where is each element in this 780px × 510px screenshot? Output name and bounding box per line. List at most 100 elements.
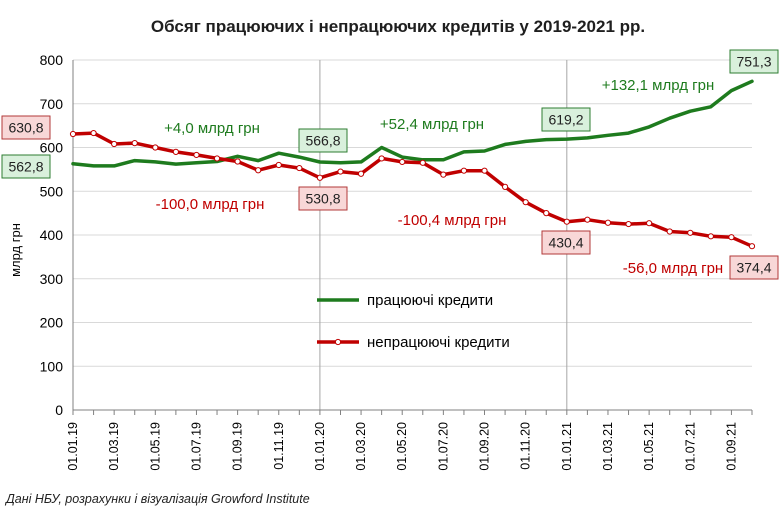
data-point — [193, 151, 200, 159]
data-point — [646, 220, 653, 227]
data-point — [728, 234, 735, 241]
y-tick-label: 0 — [55, 402, 63, 418]
data-point — [255, 167, 262, 174]
change-annotation: +4,0 млрд грн — [164, 120, 260, 137]
value-label-frame — [298, 186, 348, 211]
value-label-box: 430,4 — [541, 230, 591, 255]
data-point — [131, 140, 138, 147]
x-tick-label: 01.11.20 — [519, 422, 533, 470]
nonperforming-loans-line — [71, 131, 754, 248]
y-tick-label: 500 — [40, 183, 64, 199]
data-point — [234, 158, 241, 165]
value-label-box: 374,4 — [729, 255, 779, 280]
legend-label: непрацюючі кредити — [367, 334, 510, 351]
y-tick-labels: 0 100 200 300 400 500 600 700 800 — [40, 52, 64, 418]
value-label-frame — [541, 107, 591, 132]
value-label-frame — [1, 154, 51, 179]
y-tick-label: 100 — [40, 358, 64, 374]
x-tick-label: 01.03.19 — [107, 422, 121, 471]
x-tick-label: 01.07.20 — [436, 422, 450, 471]
data-point — [337, 168, 344, 175]
data-point — [90, 129, 97, 137]
x-tick-label: 01.09.19 — [231, 422, 245, 471]
value-label-box: 566,8 — [298, 128, 348, 153]
data-point — [399, 158, 406, 166]
data-point — [501, 183, 509, 190]
value-label: 566,8 — [305, 133, 340, 149]
source-note: Дані НБУ, розрахунки і візуалізація Grow… — [4, 492, 310, 506]
performing-loans-line — [71, 79, 754, 168]
x-tick-label: 01.03.20 — [354, 422, 368, 471]
value-label-frame — [729, 49, 779, 74]
value-label: 530,8 — [305, 191, 340, 207]
data-point — [460, 167, 468, 174]
change-annotation: -56,0 млрд грн — [623, 260, 723, 277]
axes — [72, 60, 753, 415]
value-label-frame — [541, 230, 591, 255]
value-label-frame — [298, 128, 348, 153]
data-point — [604, 219, 612, 226]
value-label: 630,8 — [8, 120, 43, 136]
grid-lines — [73, 59, 752, 411]
x-tick-label: 01.11.19 — [272, 422, 286, 470]
y-tick-label: 700 — [40, 96, 64, 112]
y-tick-label: 300 — [40, 271, 64, 287]
data-point — [666, 228, 673, 235]
value-label-box: 562,8 — [1, 154, 51, 179]
value-label: 619,2 — [548, 112, 583, 128]
value-label-frame — [1, 115, 51, 140]
x-tick-label: 01.01.21 — [560, 422, 574, 471]
data-point — [687, 229, 694, 236]
x-tick-label: 01.09.21 — [724, 422, 738, 471]
value-label: 430,4 — [548, 235, 583, 251]
legend-label: працюючі кредити — [367, 292, 493, 309]
data-point — [584, 216, 591, 223]
change-annotation: -100,4 млрд грн — [398, 212, 507, 229]
data-point — [440, 171, 447, 178]
x-tick-label: 01.07.19 — [189, 422, 203, 471]
value-label: 374,4 — [736, 260, 771, 276]
data-point — [625, 220, 632, 228]
data-point — [213, 155, 221, 162]
value-label-box: 619,2 — [541, 107, 591, 132]
data-point — [748, 243, 756, 250]
x-tick-label: 01.07.21 — [683, 422, 697, 471]
data-point — [69, 130, 77, 138]
data-point — [172, 148, 179, 155]
x-tick-label: 01.01.20 — [313, 422, 327, 471]
data-point — [296, 164, 303, 172]
data-point — [275, 161, 282, 169]
x-tick-label: 01.03.21 — [601, 422, 615, 471]
data-point — [522, 199, 529, 206]
data-point — [378, 155, 385, 162]
data-point — [357, 170, 365, 177]
x-tick-label: 01.05.20 — [395, 422, 409, 471]
legend: працюючі кредити непрацюючі кредити — [317, 292, 510, 351]
annotations: +4,0 млрд грн +52,4 млрд грн +132,1 млрд г… — [156, 77, 724, 277]
data-point — [563, 218, 570, 225]
series-lines — [69, 79, 756, 250]
x-tick-label: 01.05.19 — [148, 422, 162, 471]
x-tick-label: 01.05.21 — [642, 422, 656, 471]
data-point — [419, 159, 426, 166]
value-label-box: 630,8 — [1, 115, 51, 140]
value-labels: 630,8 562,8 566,8 530,8 619,2 430,4 751,3 374,4 — [1, 49, 779, 280]
y-tick-label: 400 — [40, 227, 64, 243]
value-label-box: 751,3 — [729, 49, 779, 74]
value-label-frame — [729, 255, 779, 280]
x-tick-labels: 01.01.19 01.03.19 01.05.19 01.07.19 01.09.19… — [66, 422, 738, 471]
y-tick-label: 800 — [40, 52, 64, 68]
data-point — [316, 174, 324, 181]
data-point — [481, 167, 488, 174]
data-point — [707, 233, 714, 240]
data-point — [111, 140, 118, 148]
value-label: 751,3 — [736, 54, 771, 70]
data-point — [152, 144, 159, 151]
value-label: 562,8 — [8, 159, 43, 175]
y-axis-label: млрд грн — [8, 223, 23, 277]
change-annotation: +132,1 млрд грн — [602, 77, 715, 94]
data-point — [543, 210, 550, 217]
x-tick-label: 01.01.19 — [66, 422, 80, 471]
chart-title: Обсяг працюючих і непрацюючих кредитів у… — [151, 17, 645, 36]
